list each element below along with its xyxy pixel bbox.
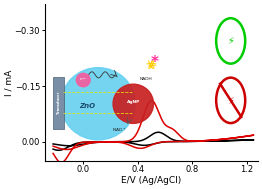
X-axis label: E/V (Ag/AgCl): E/V (Ag/AgCl) <box>121 176 182 185</box>
Y-axis label: I / mA: I / mA <box>4 69 13 95</box>
